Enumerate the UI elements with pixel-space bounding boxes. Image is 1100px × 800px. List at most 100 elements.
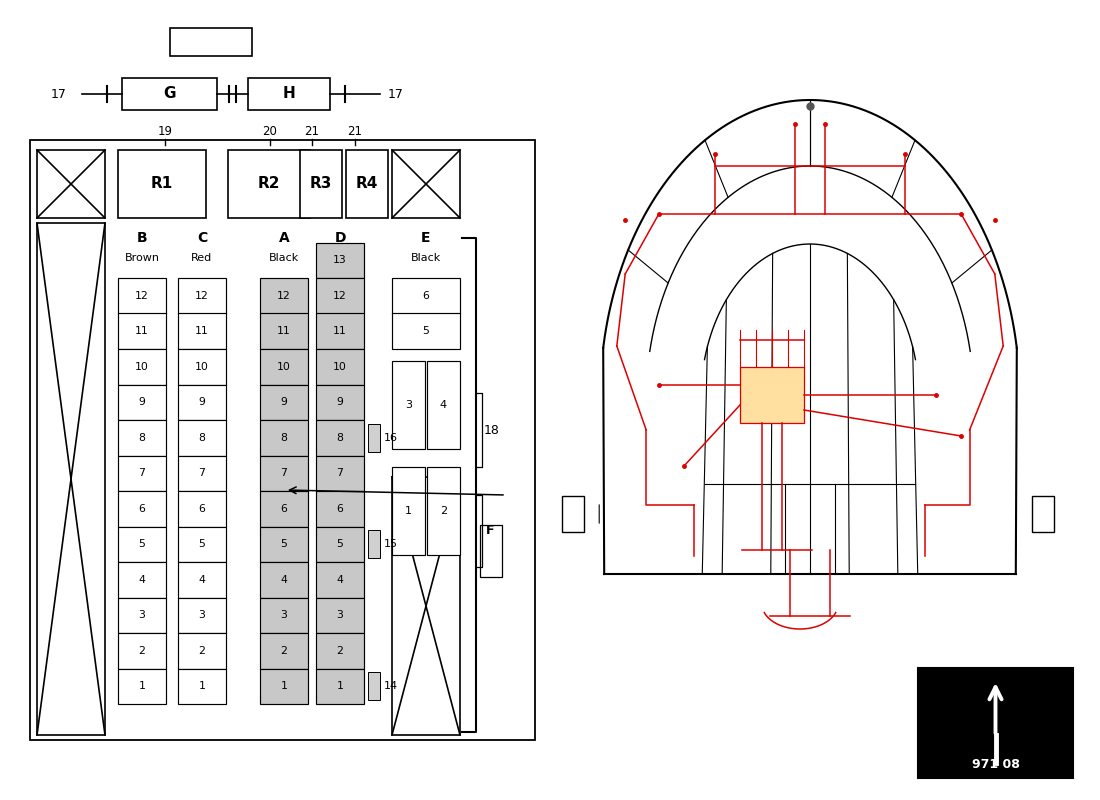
- Text: 6: 6: [337, 504, 343, 514]
- Text: R4: R4: [355, 177, 378, 191]
- Bar: [740, 367, 804, 423]
- Text: Black: Black: [324, 253, 355, 263]
- Text: 5: 5: [199, 539, 206, 550]
- Bar: [316, 598, 364, 633]
- Text: 12: 12: [195, 290, 209, 301]
- Text: E: E: [421, 231, 431, 245]
- Text: A: A: [278, 231, 289, 245]
- Bar: [248, 78, 330, 110]
- Bar: [118, 349, 166, 385]
- Text: Brown: Brown: [124, 253, 160, 263]
- Bar: [178, 669, 226, 704]
- Text: 12: 12: [277, 290, 290, 301]
- Text: 2: 2: [440, 506, 447, 516]
- Bar: [37, 223, 104, 735]
- Bar: [118, 420, 166, 455]
- Bar: [316, 562, 364, 598]
- Text: 14: 14: [384, 682, 398, 691]
- Bar: [260, 314, 308, 349]
- Text: 2: 2: [337, 646, 343, 656]
- Bar: [392, 150, 460, 218]
- Bar: [392, 278, 460, 314]
- Bar: [118, 491, 166, 526]
- Text: 6: 6: [199, 504, 206, 514]
- Bar: [368, 423, 379, 452]
- Text: 3: 3: [280, 610, 287, 620]
- Text: 11: 11: [195, 326, 209, 336]
- Text: 9: 9: [280, 398, 287, 407]
- Bar: [178, 526, 226, 562]
- Bar: [170, 28, 252, 56]
- Text: 18: 18: [484, 423, 499, 437]
- Text: 971 08: 971 08: [971, 758, 1020, 771]
- Text: C: C: [197, 231, 207, 245]
- Text: 4: 4: [440, 400, 447, 410]
- Bar: [260, 526, 308, 562]
- Bar: [368, 530, 379, 558]
- Bar: [562, 496, 584, 532]
- Bar: [392, 361, 425, 449]
- Bar: [918, 668, 1072, 778]
- Bar: [316, 385, 364, 420]
- Text: 6: 6: [280, 504, 287, 514]
- Text: 19: 19: [157, 125, 173, 138]
- Bar: [260, 278, 308, 314]
- Text: 4: 4: [199, 574, 206, 585]
- Bar: [37, 150, 104, 218]
- Text: 2: 2: [199, 646, 206, 656]
- Bar: [118, 562, 166, 598]
- Bar: [368, 672, 379, 701]
- Bar: [178, 385, 226, 420]
- Text: 8: 8: [337, 433, 343, 442]
- Bar: [260, 598, 308, 633]
- Text: 10: 10: [135, 362, 149, 372]
- Text: 21: 21: [348, 125, 363, 138]
- Text: 3: 3: [199, 610, 206, 620]
- Text: 3: 3: [337, 610, 343, 620]
- Text: 13: 13: [333, 255, 346, 266]
- Text: 1: 1: [405, 506, 412, 516]
- Bar: [316, 526, 364, 562]
- Bar: [260, 455, 308, 491]
- Bar: [178, 349, 226, 385]
- Text: 17: 17: [51, 87, 67, 101]
- Text: 10: 10: [333, 362, 346, 372]
- Bar: [118, 598, 166, 633]
- Text: 6: 6: [139, 504, 145, 514]
- Text: R2: R2: [257, 177, 280, 191]
- Text: 11: 11: [333, 326, 346, 336]
- Bar: [118, 455, 166, 491]
- Bar: [260, 420, 308, 455]
- Bar: [178, 455, 226, 491]
- Text: 3: 3: [405, 400, 412, 410]
- Text: 5: 5: [422, 326, 429, 336]
- Text: 10: 10: [277, 362, 290, 372]
- Bar: [316, 633, 364, 669]
- Bar: [118, 526, 166, 562]
- Bar: [300, 150, 342, 218]
- Bar: [392, 467, 425, 555]
- Bar: [228, 150, 310, 218]
- Text: 16: 16: [384, 433, 398, 442]
- Text: 20: 20: [263, 125, 277, 138]
- Text: R3: R3: [310, 177, 332, 191]
- Text: 11: 11: [277, 326, 290, 336]
- Bar: [346, 150, 388, 218]
- Text: 10: 10: [195, 362, 209, 372]
- Text: 5: 5: [280, 539, 287, 550]
- Bar: [316, 278, 364, 314]
- Text: F: F: [486, 523, 494, 537]
- Bar: [260, 633, 308, 669]
- Bar: [178, 491, 226, 526]
- Text: 3: 3: [139, 610, 145, 620]
- Text: 15: 15: [384, 539, 398, 550]
- Text: 21: 21: [305, 125, 319, 138]
- Text: 8: 8: [139, 433, 145, 442]
- Text: 4: 4: [139, 574, 145, 585]
- Text: 1: 1: [199, 682, 206, 691]
- Bar: [118, 633, 166, 669]
- Text: 7: 7: [199, 468, 206, 478]
- Text: 6: 6: [422, 290, 429, 301]
- Text: 1: 1: [337, 682, 343, 691]
- Text: 5: 5: [337, 539, 343, 550]
